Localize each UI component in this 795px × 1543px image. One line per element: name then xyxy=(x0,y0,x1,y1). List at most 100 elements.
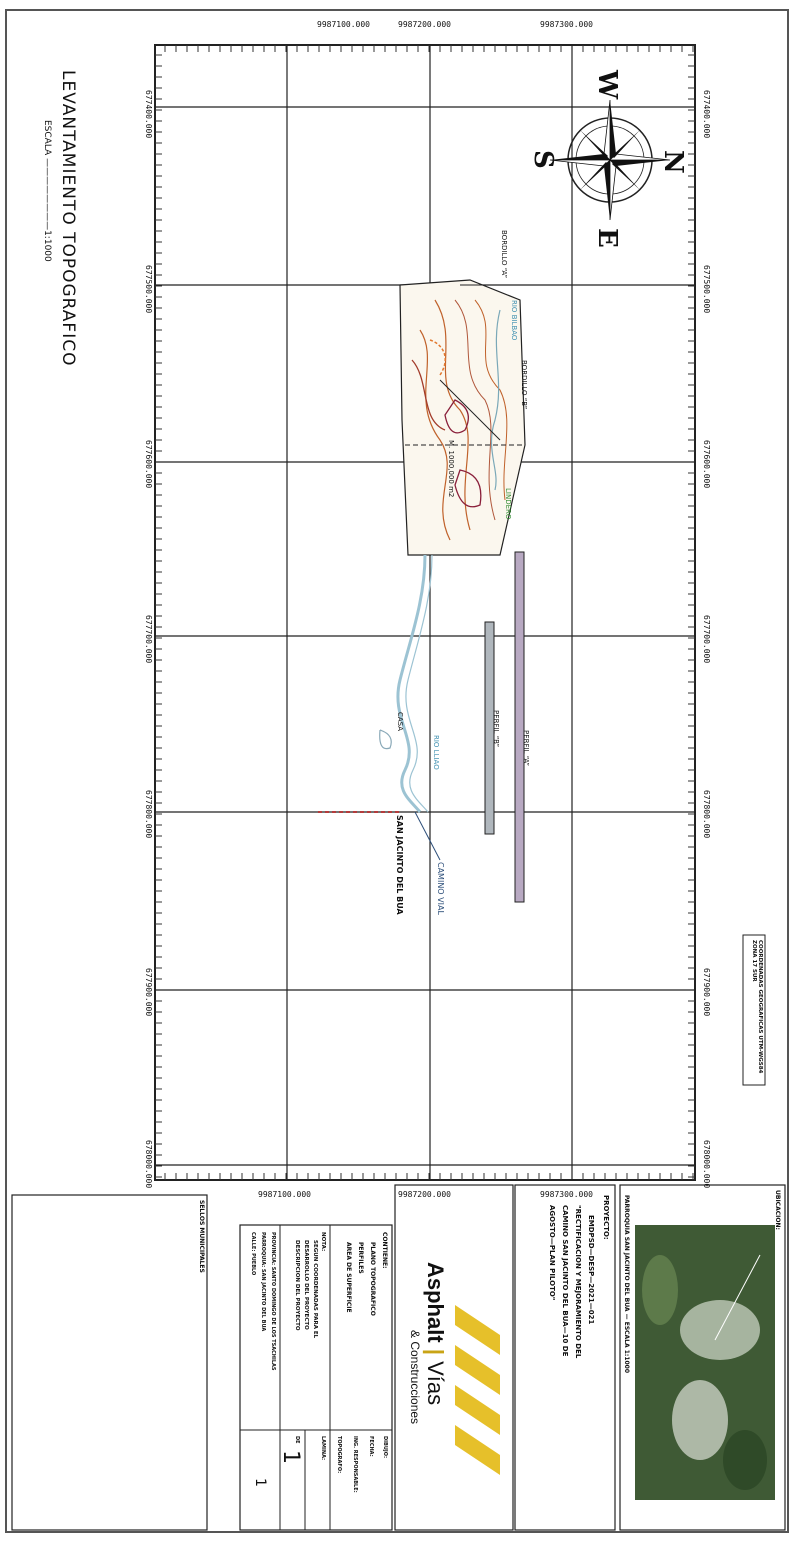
logo-sub: & Construcciones xyxy=(408,1330,422,1425)
coord-label-side: 9987100.000 xyxy=(258,1190,311,1199)
notes-label: NOTA: xyxy=(320,1232,326,1252)
road-edge xyxy=(396,554,427,813)
signature-row: TOPOGRAFO: xyxy=(336,1436,342,1474)
coord-label-side: 9987200.000 xyxy=(398,20,451,29)
sheet-num: 1 xyxy=(278,1450,303,1464)
compass-point xyxy=(580,130,608,158)
coord-label-bottom: 677900.000 xyxy=(144,968,153,1017)
label-bordillo-b: BORDILLO “B” xyxy=(520,360,528,410)
coord-label-bottom: 678000.000 xyxy=(144,1140,153,1189)
signature-row: ING. RESPONSABLE: xyxy=(352,1436,358,1493)
province-line: PARROQUIA: SAN JACINTO DEL BUA xyxy=(260,1232,266,1332)
location-header: UBICACION: xyxy=(774,1190,781,1230)
coord-label-bottom: 677400.000 xyxy=(144,90,153,139)
label-casa: CASA xyxy=(396,712,404,732)
province-line: PROVINCIA: SANTO DOMINGO DE LOS TSACHILA… xyxy=(270,1232,276,1371)
compass-point xyxy=(603,99,611,161)
survey-area xyxy=(399,279,526,556)
road-edge xyxy=(405,554,433,813)
note-box-text: COORDENADAS GEOGRAFICAS UTM-WGS84 ZONA 1… xyxy=(751,940,763,1074)
profile-b-bar xyxy=(484,621,495,835)
note-box xyxy=(742,934,766,1086)
contents-label: CONTIENE: xyxy=(381,1232,388,1269)
signature-row: FECHA: xyxy=(368,1436,374,1457)
location-caption: PARROQUIA SAN JACINTO DEL BUA — ESCALA 1… xyxy=(623,1195,630,1374)
label-bordillo-a: BORDILLO “A” xyxy=(500,230,508,279)
satellite-forest xyxy=(642,1255,678,1325)
logo-name: Asphalt | Vías xyxy=(422,1262,448,1405)
coord-label-top: 677400.000 xyxy=(702,90,711,139)
label-lindero: LINDERO xyxy=(504,488,512,520)
label-perfil-a: PERFIL “A” xyxy=(522,730,530,766)
notes-line: DESARROLLO DEL PROYECTO xyxy=(303,1240,309,1330)
compass-label-w: W xyxy=(592,70,622,100)
compass-label-n: N xyxy=(658,150,688,174)
stamps-panel xyxy=(11,1194,208,1531)
label-zone: M. 1000,000 m2 xyxy=(447,440,455,498)
stream-line xyxy=(490,309,501,491)
logo-name-a: Asphalt xyxy=(423,1262,448,1343)
satellite-forest xyxy=(723,1430,767,1490)
compass-point xyxy=(610,160,670,166)
contour-line xyxy=(454,299,496,521)
contour-line xyxy=(411,359,446,431)
house-outline xyxy=(379,729,392,750)
label-camino: CAMINO VIAL xyxy=(436,862,445,915)
contour-line xyxy=(419,329,451,541)
label-rio-2: RIO LLIAO xyxy=(432,735,440,770)
compass-point xyxy=(609,159,617,221)
label-perfil-b: PERFIL “B” xyxy=(492,710,500,748)
project-line-3: CAMINO SAN JACINTO DEL BUA—10 DE xyxy=(561,1205,569,1357)
project-line-2: "RECTIFICACION Y MEJORAMIENTO DEL xyxy=(574,1205,582,1359)
frame-ticks xyxy=(155,45,695,1180)
coord-label-top: 677700.000 xyxy=(702,615,711,664)
info-panel xyxy=(239,1224,393,1531)
survey-boundary xyxy=(399,279,526,556)
coord-label-top: 678000.000 xyxy=(702,1140,711,1189)
coord-label-top: 677900.000 xyxy=(702,968,711,1017)
coord-label-bottom: 677500.000 xyxy=(144,265,153,314)
coord-label-bottom: 677700.000 xyxy=(144,615,153,664)
compass-point xyxy=(580,162,608,190)
sheet-total: 1 xyxy=(252,1478,268,1487)
compass-point xyxy=(604,160,610,220)
profile-a-bar xyxy=(514,551,525,903)
coord-label-top: 677500.000 xyxy=(702,265,711,314)
logo-chevron xyxy=(455,1425,500,1475)
drawing-title: LEVANTAMIENTO TOPOGRAFICO xyxy=(58,70,78,367)
coord-label-top: 677800.000 xyxy=(702,790,711,839)
road-path xyxy=(318,554,441,861)
coord-label-side: 9987300.000 xyxy=(540,20,593,29)
compass-point xyxy=(612,130,640,158)
contents-item: AREA DE SUPERFICIE xyxy=(345,1242,352,1313)
logo-name-b: Vías xyxy=(423,1361,448,1406)
compass-label-e: E xyxy=(592,228,622,248)
compass-point xyxy=(549,159,611,167)
contents-item: PERFILES xyxy=(357,1242,364,1274)
logo-panel xyxy=(394,1184,514,1531)
contour-line xyxy=(429,339,446,376)
sheet-frame xyxy=(5,9,789,1533)
logo-chevron xyxy=(455,1345,500,1395)
project-line-4: AGOSTO—PLAN PILOTO" xyxy=(548,1205,556,1301)
logo-mark xyxy=(455,1305,500,1475)
title-block xyxy=(11,1184,786,1531)
contour-loop xyxy=(454,469,482,508)
coord-label-side: 9987300.000 xyxy=(540,1190,593,1199)
label-rio: RIO BILBAO xyxy=(510,300,518,341)
project-label: PROYECTO: xyxy=(602,1195,610,1240)
province-line: CALLE: PUEBLO xyxy=(250,1232,256,1276)
coord-label-bottom: 677600.000 xyxy=(144,440,153,489)
contents-item: PLANO TOPOGRAFICO xyxy=(369,1242,376,1316)
sheet-de: DE xyxy=(294,1436,300,1444)
compass-label-s: S xyxy=(528,150,558,169)
road-leader xyxy=(414,811,441,861)
coord-label-side: 9987200.000 xyxy=(398,1190,451,1199)
notes-line: SEGUN COORDENADAS PARA EL xyxy=(312,1240,318,1339)
signature-row: DIBUJO: xyxy=(382,1436,388,1458)
logo-chevron xyxy=(455,1385,500,1435)
coord-label-bottom: 677800.000 xyxy=(144,790,153,839)
contour-line xyxy=(434,299,471,531)
location-leader xyxy=(714,1254,761,1341)
